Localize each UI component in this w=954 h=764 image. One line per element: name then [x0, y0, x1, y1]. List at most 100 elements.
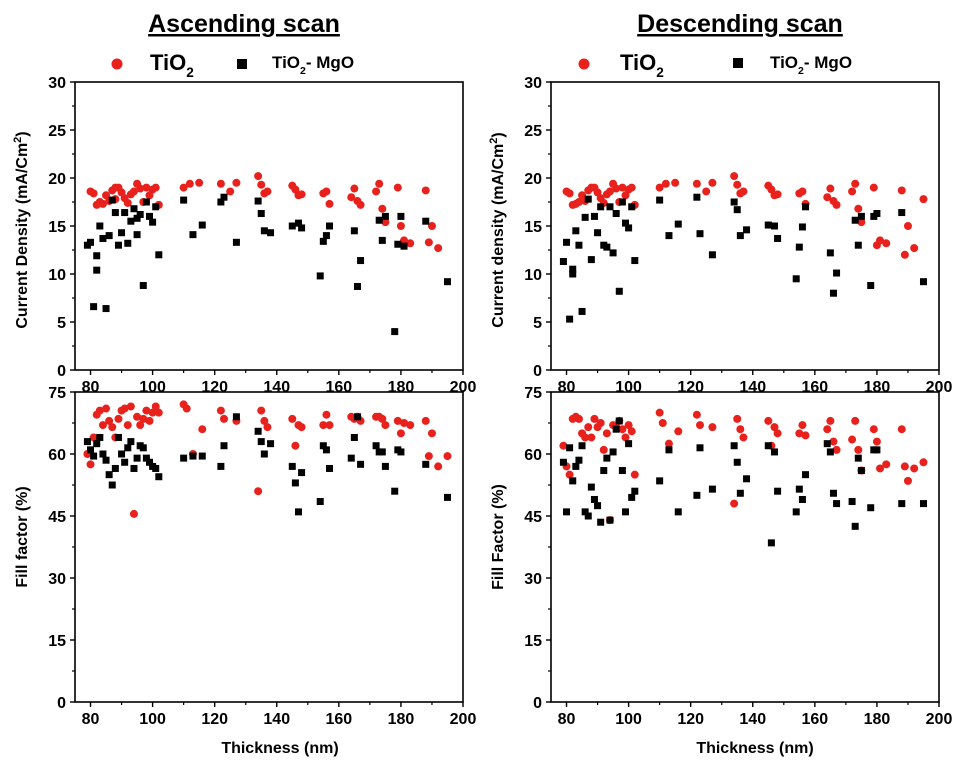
data-point	[630, 470, 639, 479]
legend-mgo-label: TiO2- MgO	[770, 53, 852, 77]
data-point	[600, 467, 608, 475]
data-point	[297, 190, 306, 199]
data-point	[897, 425, 906, 434]
data-point	[372, 187, 381, 196]
data-point	[179, 183, 188, 192]
data-point	[801, 431, 810, 440]
data-point	[427, 222, 436, 230]
data-point	[378, 414, 387, 423]
data-point	[848, 435, 857, 444]
y-tick-label: 45	[48, 509, 66, 526]
data-point	[597, 203, 605, 211]
data-point	[903, 222, 912, 230]
data-point	[288, 462, 296, 470]
data-point	[319, 421, 328, 430]
data-point	[656, 477, 664, 485]
data-point	[372, 442, 380, 450]
y-tick-label: 20	[48, 171, 66, 188]
data-point	[873, 210, 881, 218]
y-tick-label: 75	[48, 385, 66, 402]
data-point	[618, 467, 626, 475]
data-point	[621, 433, 630, 442]
ylabel-current-desc: Current density (mA/Cm2)	[488, 132, 507, 327]
data-point	[133, 214, 141, 222]
data-point	[357, 460, 365, 468]
data-point	[708, 485, 716, 493]
data-point	[121, 458, 129, 466]
data-point	[733, 206, 741, 214]
data-point	[350, 433, 358, 441]
legend-tio2-label: TiO2	[620, 50, 664, 80]
data-point	[154, 408, 163, 417]
data-point	[123, 421, 132, 430]
data-point	[625, 440, 633, 448]
ylabel-ff-asc: Fill factor (%)	[14, 486, 31, 587]
data-point	[566, 444, 574, 452]
data-point	[692, 179, 701, 188]
data-point	[254, 487, 263, 496]
x-tick-label: 160	[325, 379, 352, 396]
data-point	[443, 452, 452, 461]
data-point	[260, 416, 269, 425]
data-point	[603, 454, 611, 462]
data-point	[232, 413, 240, 421]
data-point	[86, 460, 95, 469]
data-point	[400, 242, 408, 250]
data-point	[587, 483, 595, 491]
data-point	[581, 213, 589, 221]
data-point	[322, 410, 331, 419]
data-point	[898, 209, 906, 217]
data-point	[739, 187, 748, 196]
data-point	[198, 425, 207, 434]
data-point	[596, 419, 605, 427]
data-point	[136, 210, 144, 218]
data-point	[563, 508, 571, 516]
data-point	[900, 250, 909, 259]
x-tick-label: 180	[864, 711, 891, 728]
data-point	[733, 414, 742, 423]
y-tick-label: 5	[533, 315, 542, 332]
data-point	[584, 423, 593, 432]
data-point	[378, 448, 386, 456]
data-point	[105, 471, 113, 479]
data-point	[919, 500, 927, 508]
data-point	[114, 414, 123, 423]
data-point	[406, 239, 415, 248]
data-point	[569, 270, 577, 278]
data-point	[798, 187, 807, 196]
data-point	[130, 205, 138, 213]
data-point	[378, 236, 386, 244]
data-point	[671, 178, 680, 187]
data-point	[434, 462, 443, 471]
data-point	[612, 425, 620, 433]
series-tio2-mgo	[83, 413, 451, 516]
data-point	[590, 414, 599, 423]
data-point	[434, 244, 443, 253]
y-tick-label: 45	[524, 509, 542, 526]
data-point	[833, 269, 841, 277]
x-tick-label: 100	[139, 379, 166, 396]
data-point	[618, 183, 627, 192]
data-point	[189, 452, 197, 460]
x-tick-label: 200	[926, 711, 953, 728]
data-point	[621, 508, 629, 516]
data-point	[393, 183, 402, 192]
panel-ff-desc: 80 100 120 140 160 180 200 0 15 30 45 60 75	[524, 385, 952, 728]
data-point	[291, 441, 300, 450]
data-point	[89, 433, 98, 442]
data-point	[692, 410, 701, 419]
data-point	[391, 487, 399, 495]
data-point	[565, 470, 574, 479]
data-point	[96, 222, 104, 230]
data-point	[421, 186, 430, 195]
data-point	[142, 198, 150, 206]
data-point	[774, 487, 782, 495]
data-point	[574, 414, 583, 423]
data-point	[148, 408, 157, 417]
data-point	[802, 203, 810, 211]
data-point	[443, 493, 451, 501]
data-point	[559, 458, 567, 466]
data-point	[98, 421, 107, 430]
data-point	[350, 184, 359, 193]
